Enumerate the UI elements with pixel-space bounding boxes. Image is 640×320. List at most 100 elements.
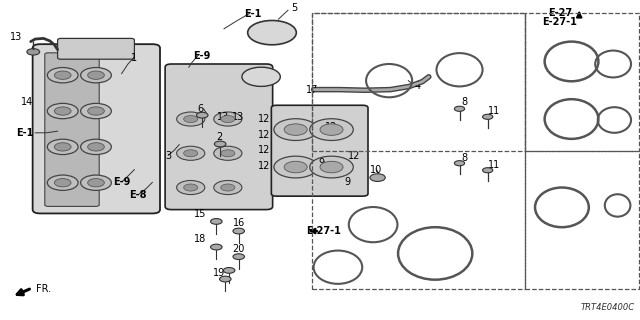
Circle shape [88, 71, 104, 79]
Text: 12: 12 [325, 122, 338, 132]
Circle shape [320, 124, 343, 135]
Circle shape [47, 103, 78, 119]
Circle shape [81, 175, 111, 190]
Circle shape [88, 143, 104, 151]
Text: 7: 7 [58, 68, 64, 79]
Circle shape [248, 20, 296, 45]
Circle shape [211, 244, 222, 250]
Circle shape [242, 67, 280, 86]
Circle shape [184, 184, 198, 191]
Circle shape [214, 146, 242, 160]
Circle shape [214, 180, 242, 195]
Circle shape [184, 150, 198, 157]
Circle shape [177, 146, 205, 160]
Circle shape [310, 156, 353, 178]
Text: 13: 13 [216, 112, 229, 122]
Circle shape [81, 139, 111, 155]
Text: 2: 2 [216, 132, 223, 142]
Text: 14: 14 [20, 97, 33, 108]
Circle shape [221, 184, 235, 191]
FancyBboxPatch shape [45, 53, 99, 206]
Circle shape [264, 29, 280, 36]
Circle shape [483, 114, 493, 119]
Text: 15: 15 [193, 209, 206, 219]
Text: E-27: E-27 [548, 8, 572, 18]
Text: 13: 13 [232, 112, 244, 122]
Circle shape [223, 268, 235, 273]
Text: 12: 12 [257, 114, 270, 124]
Text: 4: 4 [415, 81, 421, 92]
Text: 12: 12 [257, 161, 270, 171]
Text: 12: 12 [257, 130, 270, 140]
Text: 19: 19 [213, 268, 226, 278]
Text: 5: 5 [291, 3, 298, 13]
Text: 5: 5 [252, 73, 258, 84]
Text: 8: 8 [461, 97, 468, 108]
FancyBboxPatch shape [58, 38, 134, 59]
Circle shape [88, 179, 104, 187]
Circle shape [47, 68, 78, 83]
Text: 11: 11 [488, 106, 500, 116]
Circle shape [310, 119, 353, 140]
Circle shape [214, 141, 226, 147]
Circle shape [250, 71, 273, 83]
Text: E-1: E-1 [244, 9, 262, 20]
Text: E-1: E-1 [15, 128, 33, 138]
Text: 12: 12 [348, 151, 360, 161]
Circle shape [274, 156, 317, 178]
Text: 12: 12 [257, 145, 270, 156]
Text: 9: 9 [344, 177, 351, 187]
Text: 11: 11 [488, 160, 500, 170]
Circle shape [454, 161, 465, 166]
Circle shape [211, 219, 222, 224]
Text: E-8: E-8 [129, 189, 147, 200]
Text: 13: 13 [10, 32, 22, 42]
Text: E-27-1: E-27-1 [306, 226, 340, 236]
Circle shape [483, 168, 493, 173]
Text: 8: 8 [461, 153, 468, 164]
Circle shape [81, 68, 111, 83]
Circle shape [81, 103, 111, 119]
Circle shape [177, 112, 205, 126]
Text: 1: 1 [131, 52, 138, 63]
Text: 10: 10 [370, 164, 383, 175]
Circle shape [233, 254, 244, 260]
Circle shape [54, 71, 71, 79]
Circle shape [54, 179, 71, 187]
Circle shape [370, 174, 385, 181]
Circle shape [221, 116, 235, 123]
Text: 3: 3 [165, 151, 172, 161]
Circle shape [454, 106, 465, 111]
Circle shape [54, 143, 71, 151]
Text: 17: 17 [306, 85, 319, 95]
Text: FR.: FR. [36, 284, 51, 294]
Text: E-9: E-9 [113, 177, 131, 187]
Text: 9: 9 [319, 158, 325, 168]
Circle shape [184, 116, 198, 123]
Circle shape [284, 124, 307, 135]
FancyBboxPatch shape [271, 105, 368, 196]
Circle shape [233, 228, 244, 234]
Circle shape [257, 25, 287, 40]
Text: 18: 18 [193, 234, 206, 244]
Circle shape [214, 112, 242, 126]
FancyBboxPatch shape [33, 44, 160, 213]
Text: 16: 16 [232, 218, 245, 228]
Text: E-27-1: E-27-1 [543, 17, 577, 28]
Circle shape [196, 112, 208, 118]
Circle shape [284, 161, 307, 173]
FancyBboxPatch shape [165, 64, 273, 210]
Circle shape [255, 74, 267, 80]
Text: 6: 6 [197, 104, 204, 115]
Text: TRT4E0400C: TRT4E0400C [580, 303, 635, 312]
Circle shape [27, 49, 40, 55]
Circle shape [47, 175, 78, 190]
Circle shape [274, 119, 317, 140]
Circle shape [88, 107, 104, 115]
Circle shape [220, 276, 231, 282]
Text: E-9: E-9 [193, 51, 211, 61]
Circle shape [221, 150, 235, 157]
Circle shape [320, 161, 343, 173]
Circle shape [177, 180, 205, 195]
Text: 20: 20 [232, 244, 245, 254]
